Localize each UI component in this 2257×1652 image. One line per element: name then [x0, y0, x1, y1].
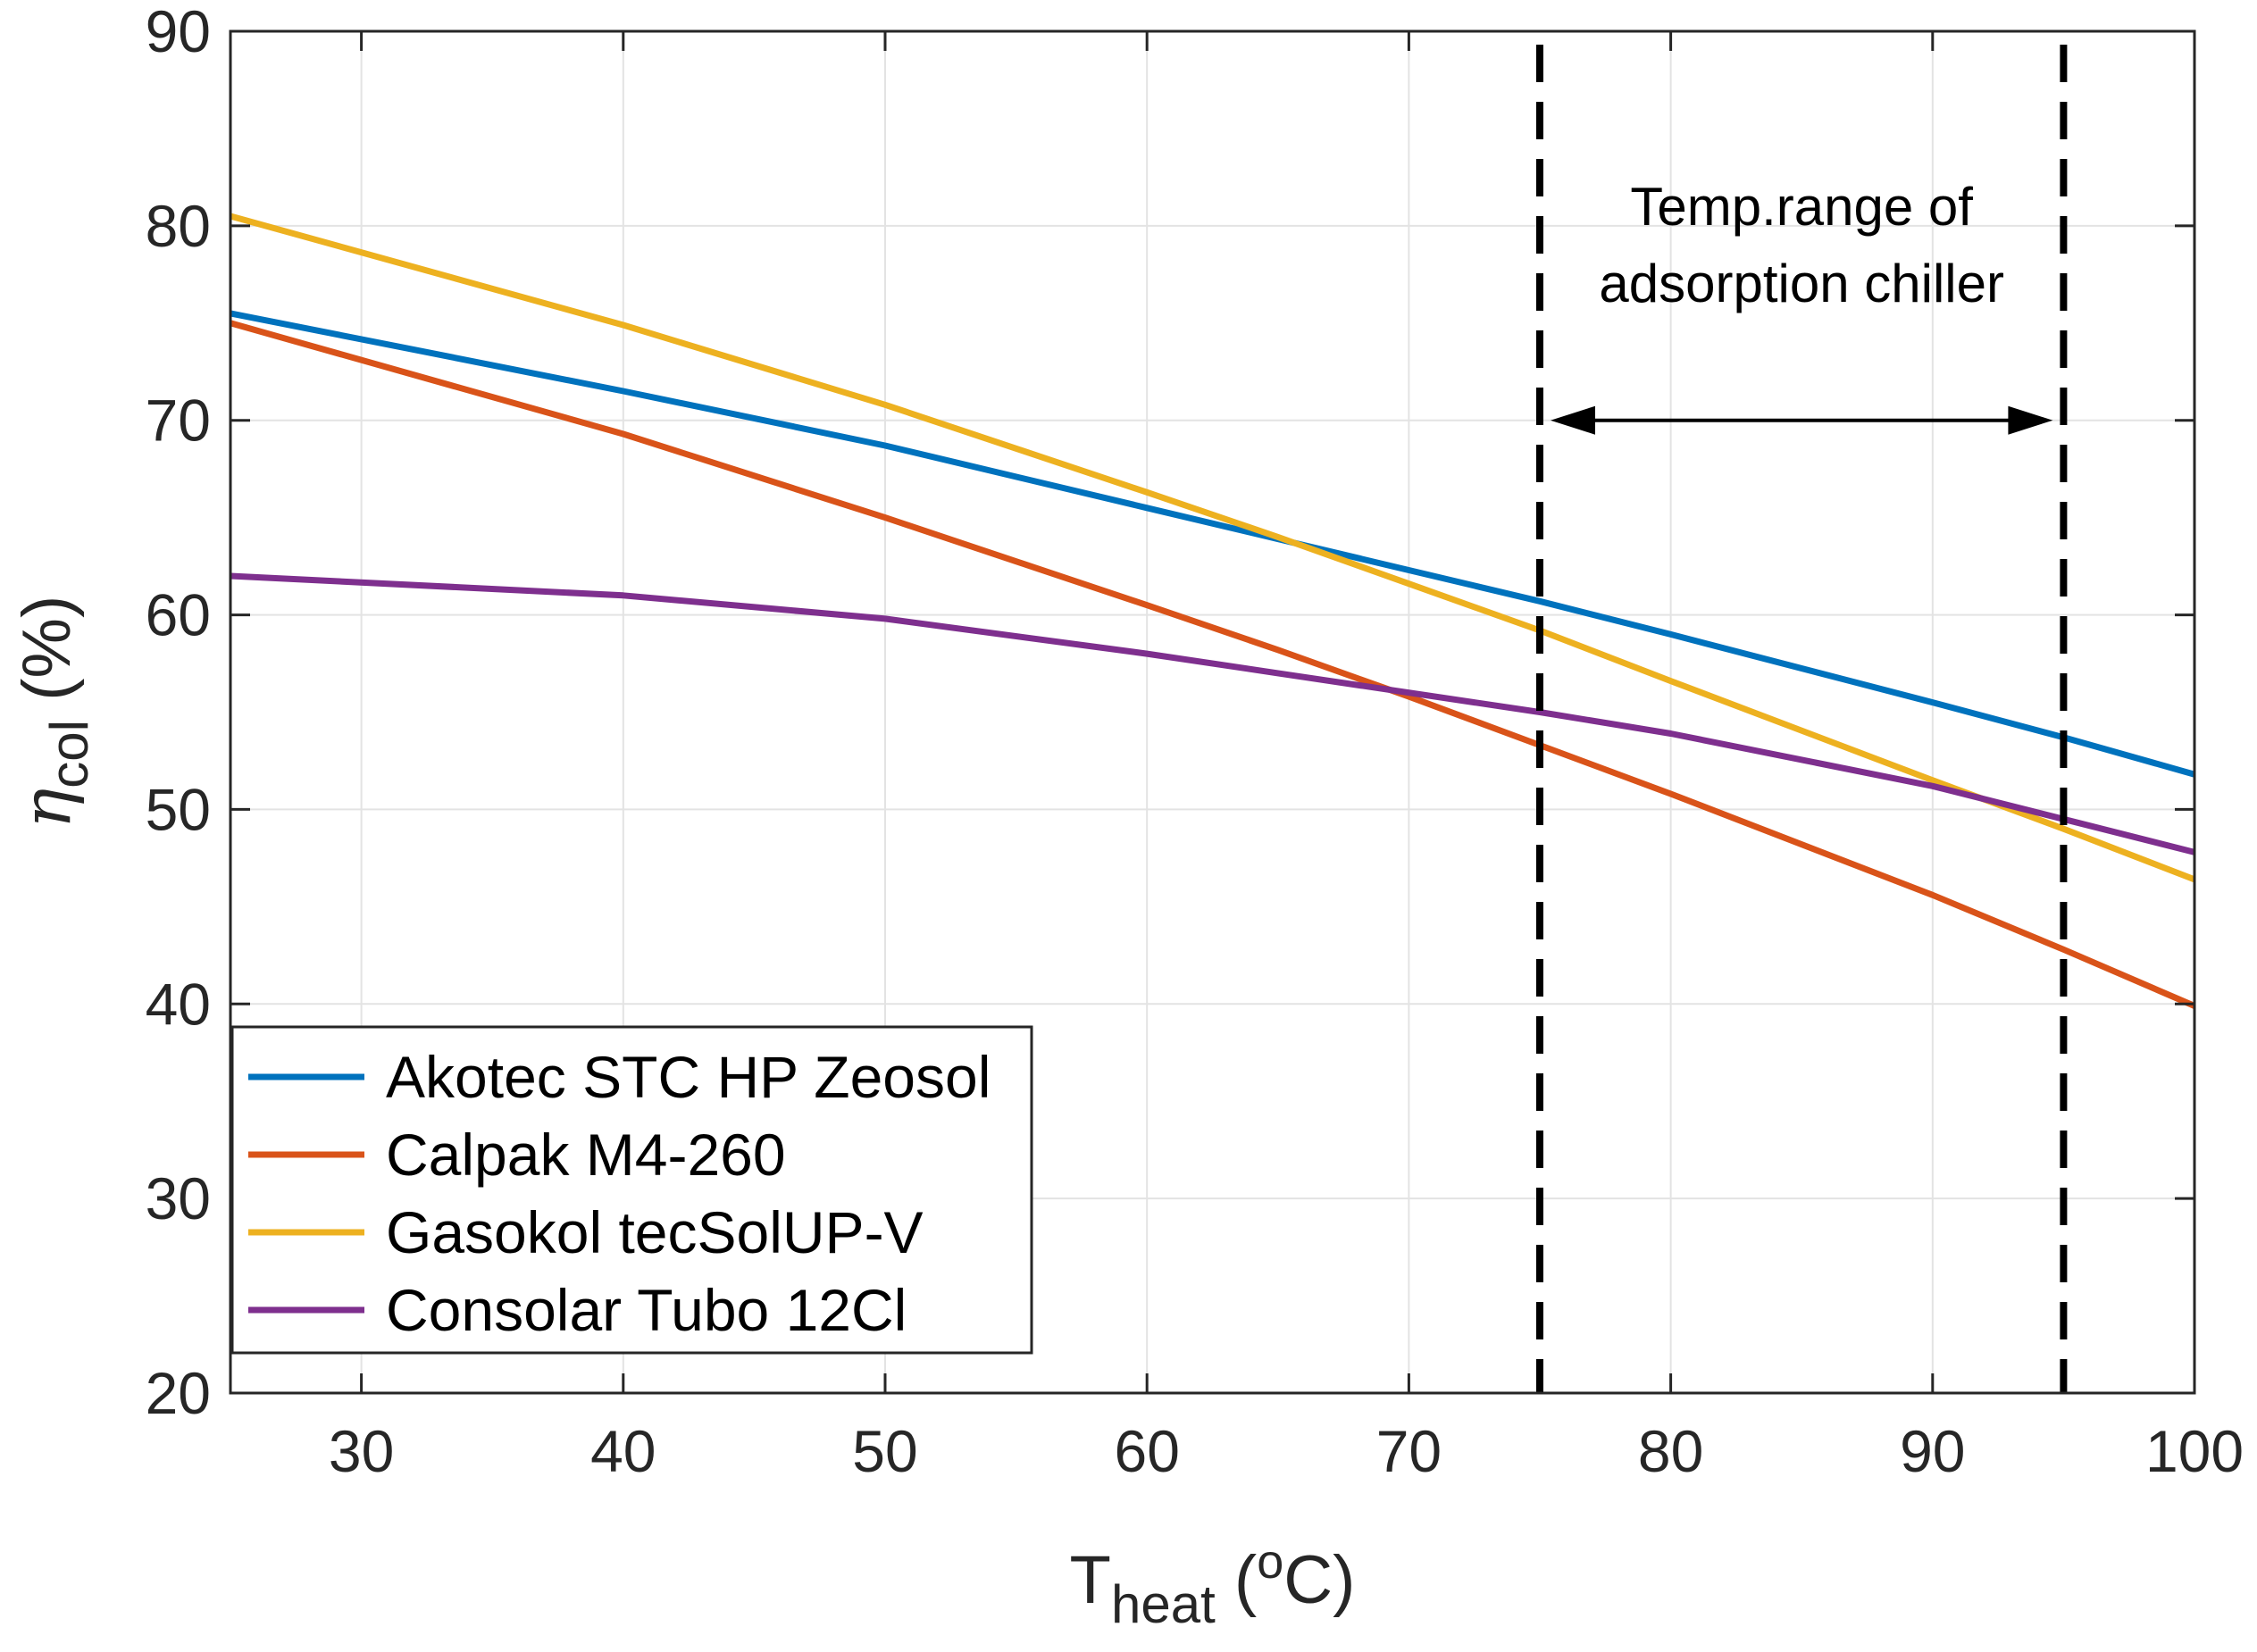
y-tick-label-30: 30 — [146, 1165, 211, 1231]
y-axis-title: ηcol (%) — [6, 596, 99, 830]
legend-label-3: Consolar Tubo 12Cl — [386, 1277, 907, 1343]
annotation-line2: adsorption chiller — [1599, 254, 2004, 313]
y-tick-label-20: 20 — [146, 1360, 211, 1426]
x-tick-label-70: 70 — [1376, 1418, 1442, 1484]
x-title-sup: o — [1257, 1535, 1283, 1589]
series-line-3 — [230, 572, 2195, 855]
legend-box — [230, 1025, 1033, 1355]
y-tick-label-80: 80 — [146, 193, 211, 259]
legend: Akotec STC HP Zeosol Calpak M4-260 Gasokol… — [230, 1025, 1033, 1355]
y-tick-label-90: 90 — [146, 0, 211, 64]
range-arrow-head-right — [2008, 405, 2053, 435]
series-line-1 — [230, 320, 2196, 1009]
y-tick-label-70: 70 — [146, 388, 211, 454]
x-title-main: T — [1070, 1542, 1111, 1618]
range-arrow-head-left — [1551, 405, 1595, 435]
y-tick-label-50: 50 — [146, 776, 211, 842]
x-title-unit: C) — [1283, 1542, 1355, 1618]
annotation-line1: Temp.range of — [1630, 177, 1973, 237]
x-tick-label-80: 80 — [1638, 1418, 1703, 1484]
x-tick-label-90: 90 — [1900, 1418, 1965, 1484]
x-tick-label-30: 30 — [329, 1418, 394, 1484]
x-tick-label-40: 40 — [590, 1418, 656, 1484]
series-line-0 — [230, 310, 2195, 778]
plot-frame — [229, 29, 2196, 1395]
y-title-main: η — [6, 788, 86, 830]
x-tick-label-100: 100 — [2145, 1418, 2244, 1484]
legend-label-1: Calpak M4-260 — [386, 1122, 786, 1188]
x-axis-title: Theat (oC) — [1070, 1535, 1356, 1634]
y-tick-label-40: 40 — [146, 971, 211, 1037]
x-title-sub: heat — [1111, 1574, 1216, 1634]
axis-ticks: 30 40 50 60 70 80 90 100 20 30 40 50 60 70 80 90 — [146, 0, 2244, 1484]
x-tick-label-60: 60 — [1114, 1418, 1179, 1484]
x-tick-label-50: 50 — [852, 1418, 917, 1484]
x-title-paren: ( — [1216, 1542, 1257, 1618]
legend-label-0: Akotec STC HP Zeosol — [386, 1044, 991, 1110]
series-lines — [230, 213, 2196, 1009]
legend-label-2: Gasokol tecSolUP-V — [386, 1199, 924, 1265]
range-annotation: Temp.range of adsorption chiller — [1551, 177, 2053, 435]
y-tick-label-60: 60 — [146, 582, 211, 648]
y-title-sub: col — [39, 720, 99, 788]
y-title-unit: (%) — [9, 596, 85, 720]
